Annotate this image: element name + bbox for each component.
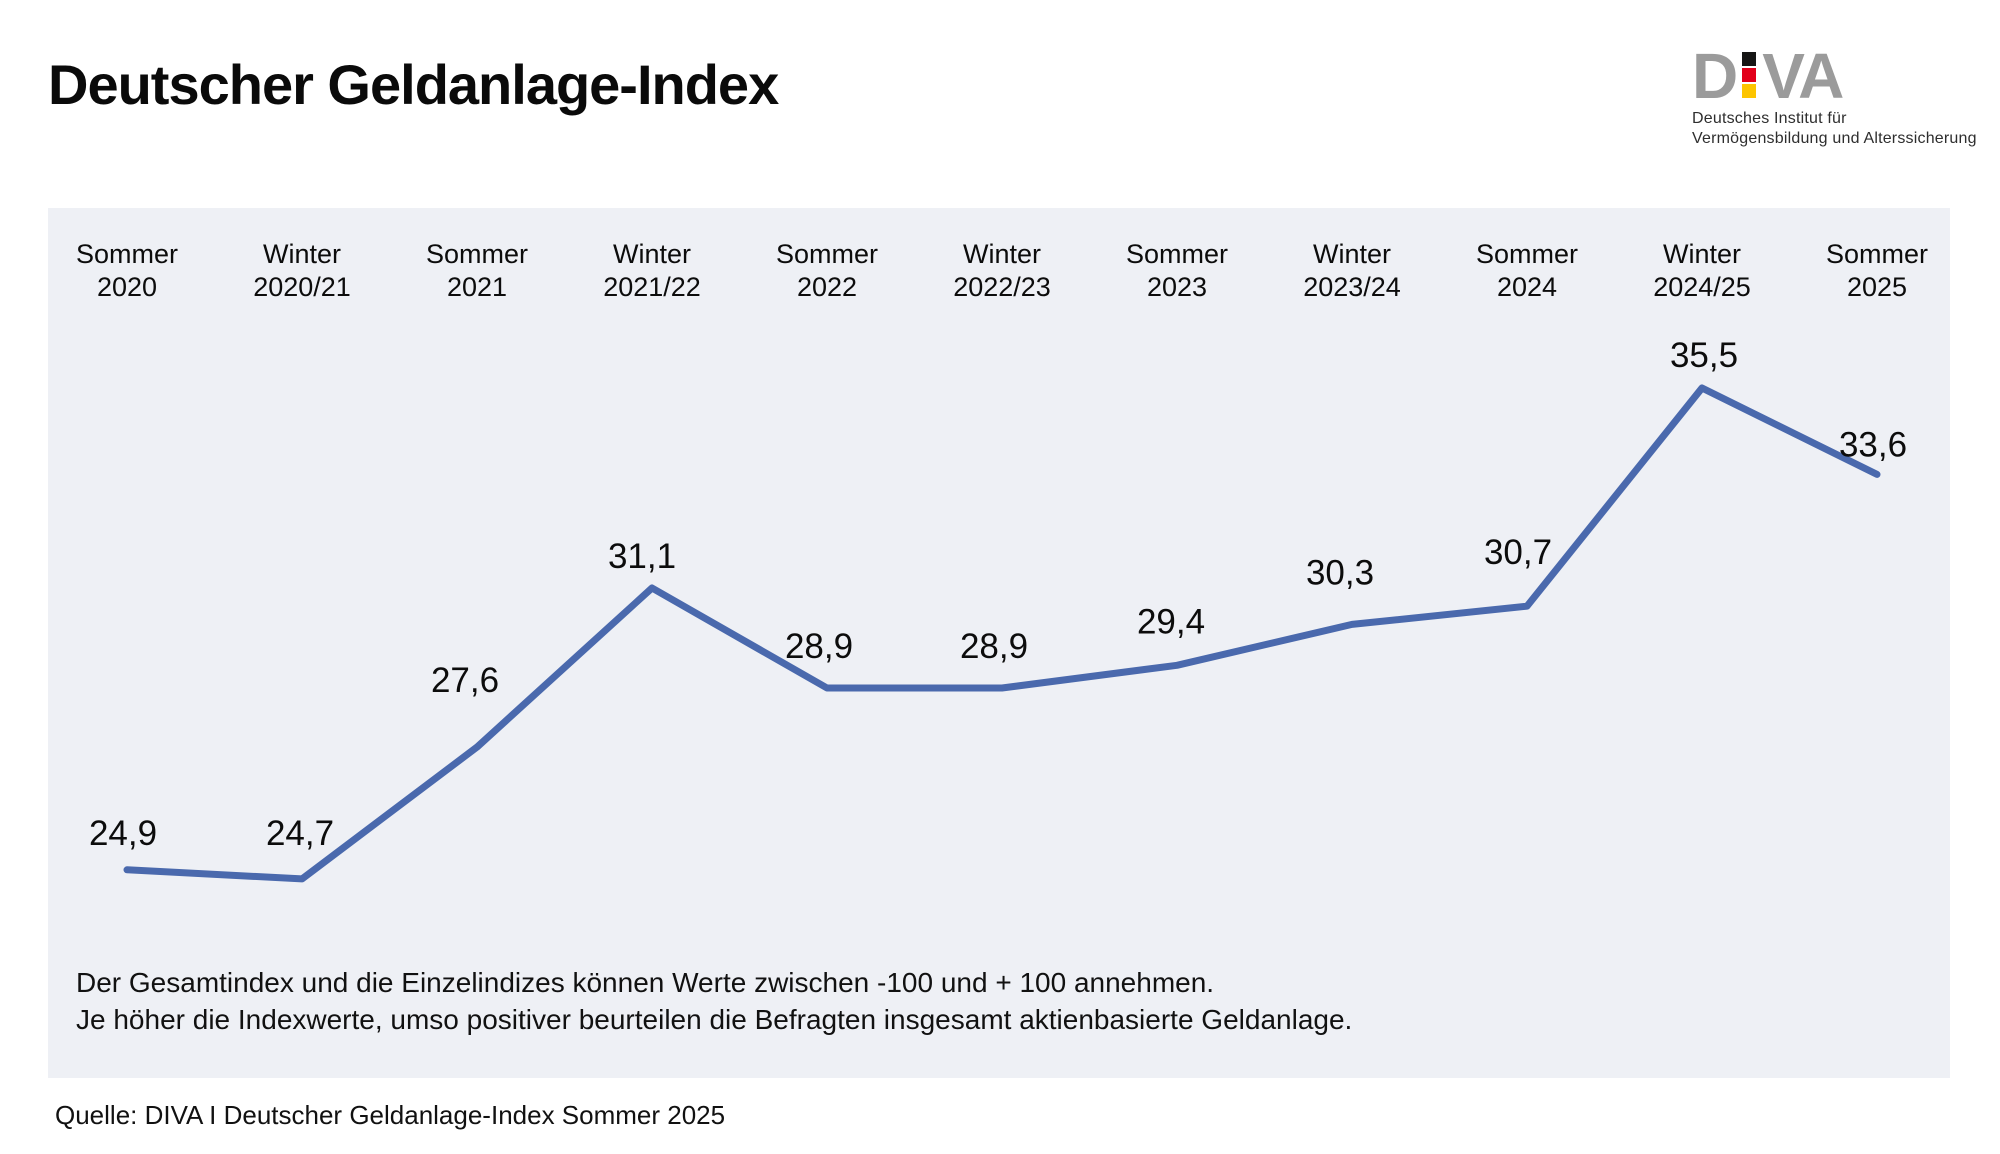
flag-square-red-icon <box>1742 68 1757 82</box>
x-axis-label: Winter 2021/22 <box>603 239 701 302</box>
footnote-line2: Je höher die Indexwerte, umso positiver … <box>76 1004 1353 1035</box>
x-axis-label: Sommer 2022 <box>775 239 878 302</box>
diva-logo: D VA Deutsches Institut für Vermögensbil… <box>1692 40 1977 148</box>
x-axis-label: Winter 2024/25 <box>1653 239 1751 302</box>
diva-logo-wordmark: D VA <box>1692 40 1960 112</box>
x-axis-label: Sommer 2021 <box>425 239 528 302</box>
flag-square-gold-icon <box>1742 84 1757 98</box>
diva-tagline-line1: Deutsches Institut für <box>1692 110 1847 128</box>
page-title: Deutscher Geldanlage-Index <box>48 53 779 116</box>
x-axis-label: Sommer 2024 <box>1475 239 1578 302</box>
source-line: Quelle: DIVA I Deutscher Geldanlage-Inde… <box>55 1100 726 1130</box>
x-axis-label: Winter 2022/23 <box>953 239 1051 302</box>
x-axis-label: Sommer 2020 <box>75 239 178 302</box>
footnote-line1: Der Gesamtindex und die Einzelindizes kö… <box>76 967 1215 998</box>
x-axis-label: Sommer 2025 <box>1825 239 1928 302</box>
diva-logo-flag-squares <box>1742 52 1757 100</box>
diva-logo-tagline: Deutsches Institut für Vermögensbildung … <box>1692 109 1977 147</box>
chart-panel: Sommer 2020 Winter 2020/21 Sommer 2021 Wint… <box>48 208 1950 1078</box>
diva-logo-letter-va: VA <box>1762 40 1844 112</box>
diva-tagline-line2: Vermögensbildung und Alterssicherung <box>1692 129 1977 147</box>
chart-footnote: Der Gesamtindex und die Einzelindizes kö… <box>76 964 1352 1038</box>
x-axis-label: Winter 2020/21 <box>253 239 351 302</box>
x-axis-label: Winter 2023/24 <box>1303 239 1401 302</box>
flag-square-black-icon <box>1742 52 1757 66</box>
x-axis-label: Sommer 2023 <box>1125 239 1228 302</box>
diva-logo-letter-d: D <box>1692 40 1738 112</box>
